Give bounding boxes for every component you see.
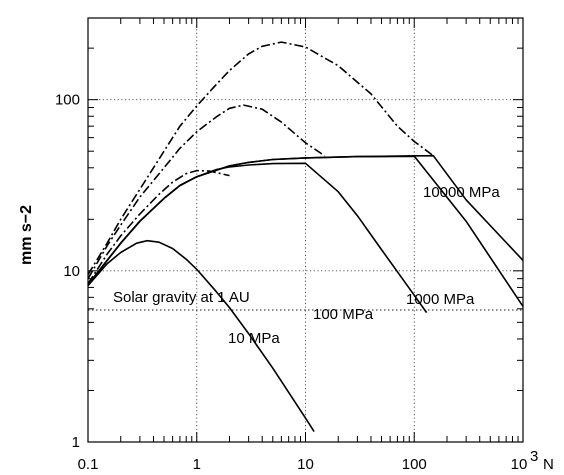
annotation-100-mpa: 100 MPa — [313, 306, 374, 323]
series-curve-4 — [87, 155, 524, 286]
x-tick-label: 10 — [511, 456, 528, 473]
annotation-10-mpa: 10 MPa — [228, 330, 280, 347]
x-tick-label: 10 — [297, 456, 314, 473]
x-axis-title: N — [543, 456, 554, 473]
axis-ticks — [87, 17, 524, 443]
grid-lines — [88, 18, 523, 442]
series-curve-7 — [87, 41, 434, 276]
series-curve-5 — [87, 169, 230, 285]
annotation-1000-mpa: 1000 MPa — [406, 291, 475, 308]
y-tick-label: 10 — [63, 263, 80, 280]
x-tick-label: 0.1 — [78, 456, 99, 473]
series-curve-3 — [87, 155, 524, 307]
x-tick-label: 1 — [193, 456, 201, 473]
y-tick-label: 1 — [72, 434, 80, 451]
series-curve-6 — [87, 104, 326, 280]
annotation-10000-mpa: 10000 MPa — [423, 184, 500, 201]
reference-line-label: Solar gravity at 1 AU — [113, 289, 250, 306]
series-curves — [87, 41, 524, 433]
y-axis-title: mm s−2 — [18, 205, 35, 265]
y-tick-label: 100 — [55, 92, 80, 109]
x-tick-exponent: 3 — [530, 448, 538, 465]
x-tick-label: 100 — [402, 456, 427, 473]
series-curve-1 — [87, 239, 315, 433]
